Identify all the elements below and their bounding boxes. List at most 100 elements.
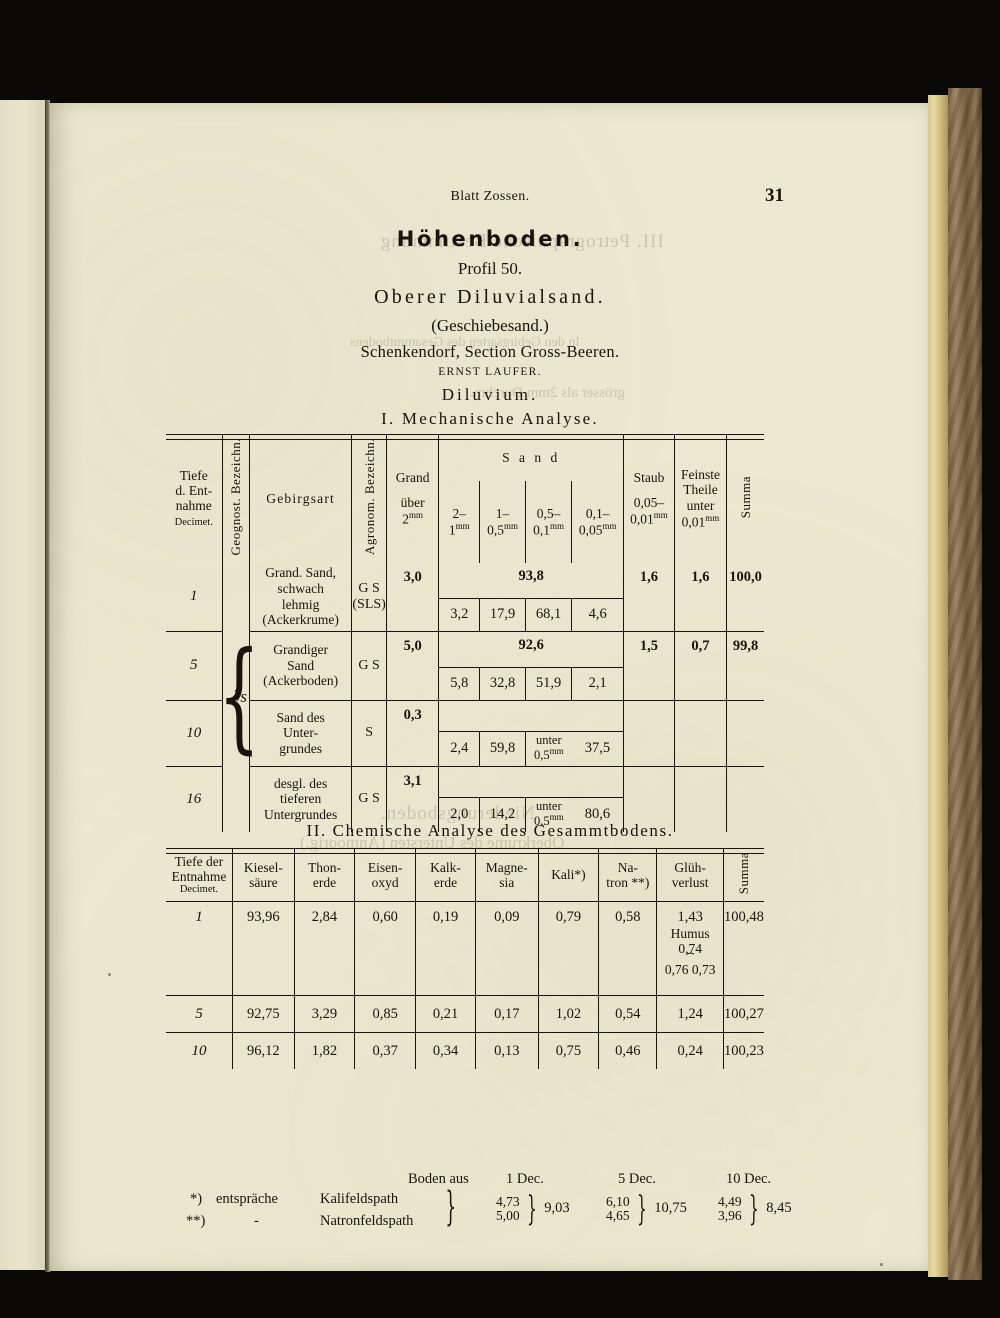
cell-sand-2-1mm: 2,4 <box>438 731 480 767</box>
col-header-potash: Kali*) <box>537 849 599 903</box>
cell-summa: 99,8 <box>726 631 764 701</box>
cell-silica: 93,96 <box>231 901 295 997</box>
cell-sand-1-05mm: 17,9 <box>479 598 526 632</box>
table-row: 1 93,96 2,84 0,60 0,19 0,09 0,79 0,58 1,… <box>166 901 764 997</box>
table-row-sand-fractions: 3,2 17,9 68,1 4,6 <box>166 598 764 632</box>
footnote-line-1: *) entspräche Kalifeldspath <box>166 1191 806 1213</box>
footnote-verb: entspräche <box>216 1191 278 1207</box>
cell-sand-under-05mm-value: 80,6 <box>584 806 611 823</box>
col-header-sand-01-005mm: 0,1– 0,05mm <box>571 481 624 563</box>
col-header-lime: Kalk- erde <box>415 849 476 903</box>
col-header-summa: Summa <box>722 849 764 903</box>
cell-sand-under-05mm-value: 37,5 <box>571 731 624 767</box>
footnote-mark-1: *) <box>190 1191 203 1207</box>
cell-summa: 100,48 <box>722 901 764 997</box>
running-head: Blatt Zossen. <box>450 189 530 204</box>
cell-finest <box>673 766 727 832</box>
humus-value: 0,74 <box>678 940 702 956</box>
cell-agronomic: G S <box>351 631 387 701</box>
feldspar-total-10dec: 8,45 <box>766 1200 792 1217</box>
locality-line: Schenkendorf, Section Gross-Beeren. <box>360 342 620 361</box>
cell-grand: 3,0 <box>385 562 439 632</box>
page-title: Höhenboden. <box>396 227 584 251</box>
cell-silica: 96,12 <box>231 1032 295 1070</box>
cell-magnesia: 0,17 <box>475 995 539 1034</box>
table-row: 5 Grandiger Sand (Ackerboden) G S 5,0 92… <box>166 631 764 701</box>
book-gutter <box>45 100 50 1272</box>
cell-alumina: 3,29 <box>293 995 355 1034</box>
feldspar-group-5dec: 6,10 4,65 } 10,75 <box>606 1188 687 1229</box>
section-heading-1: I. Mechanische Analyse. <box>381 409 599 428</box>
cell-potash: 1,02 <box>537 995 599 1034</box>
col-header-alumina: Thon- erde <box>293 849 355 903</box>
cell-rocktype: Grand. Sand, schwach lehmig (Ackerkrume) <box>249 562 352 632</box>
cell-sand-05-01mm: 51,9 <box>524 667 572 701</box>
cell-summa: 100,27 <box>722 995 764 1034</box>
table-row: 5 92,75 3,29 0,85 0,21 0,17 1,02 0,54 1,… <box>166 995 764 1034</box>
page-content: III. Petrographische Bestimmung In den G… <box>50 103 930 1271</box>
page-number: 31 <box>765 185 784 206</box>
cell-summa <box>726 700 764 767</box>
col-header-geognostic: Geognost. Bezeichn. <box>221 435 250 563</box>
table-row: 10 Sand des Unter- grundes S 0,3 <box>166 700 764 767</box>
cell-agronomic: G S (SLS) <box>351 562 387 632</box>
col-header-rocktype: Gebirgsart <box>249 435 352 563</box>
cell-sand-total: 92,6 <box>438 631 624 668</box>
cell-sand-under-05mm-label: unter 0,5mm <box>524 731 572 767</box>
book-board-edge <box>948 88 982 1280</box>
cell-sand-01-005mm: 4,6 <box>571 598 624 632</box>
cell-potash: 0,79 <box>537 901 599 997</box>
cell-sand-total: 93,8 <box>438 562 624 599</box>
cell-summa: 100,0 <box>726 562 764 632</box>
cell-grand: 3,1 <box>385 766 439 832</box>
cell-rocktype: desgl. des tieferen Untergrundes <box>249 766 352 832</box>
cell-grand: 0,3 <box>385 700 439 767</box>
cell-magnesia: 0,09 <box>475 901 539 997</box>
footnote-block: Boden aus 1 Dec. 5 Dec. 10 Dec. *) entsp… <box>166 1171 806 1235</box>
cell-alumina: 1,82 <box>293 1032 355 1070</box>
cell-sand-2-1mm: 2,0 <box>438 797 480 832</box>
table-row: 1 { ∂s Grand. Sand, schwach lehmig (Acke… <box>166 562 764 832</box>
system-label: Diluvium. <box>441 385 539 404</box>
cell-ironoxide: 0,37 <box>354 1032 416 1070</box>
cell-summa: 100,23 <box>722 1032 764 1070</box>
cell-agronomic: S <box>351 700 387 767</box>
feldspar-group-10dec: 4,49 3,96 } 8,45 <box>718 1188 792 1229</box>
cell-sand-1-05mm: 59,8 <box>479 731 526 767</box>
cell-ignitionloss: 0,24 <box>656 1032 724 1070</box>
cell-alumina: 2,84 <box>293 901 355 997</box>
formation-title: Oberer Diluvialsand. <box>374 286 606 308</box>
cell-ignitionloss: 1,43 Humus 0,74 ⏞ 0,76 0,73 <box>656 901 724 997</box>
cell-ironoxide: 0,60 <box>354 901 416 997</box>
col-header-sand-2-1mm: 2– 1mm <box>438 481 480 563</box>
cell-staub: 1,6 <box>623 562 675 632</box>
table-row: 10 96,12 1,82 0,37 0,34 0,13 0,75 0,46 0… <box>166 1032 764 1070</box>
boden-aus-label: Boden aus <box>408 1171 469 1187</box>
feldspar-total-1dec: 9,03 <box>544 1200 570 1217</box>
cell-finest <box>673 700 727 767</box>
cell-grand: 5,0 <box>385 631 439 701</box>
col-header-silica: Kiesel- säure <box>231 849 295 903</box>
facing-page-strip <box>0 100 46 1270</box>
cell-agronomic: G S <box>351 766 387 832</box>
overbrace-icon: ⏞ <box>687 951 694 966</box>
col-header-grand: Grand über 2mm <box>385 435 439 563</box>
page-edge-gilt <box>928 95 948 1277</box>
table1-header-row: Tiefe d. Ent- nahme Decimet. Geognost. B… <box>166 435 764 563</box>
cell-depth: 10 <box>166 700 223 767</box>
cell-soda: 0,54 <box>598 995 657 1034</box>
col-header-summa: Summa <box>726 435 764 563</box>
profile-label: Profil 50. <box>457 259 523 278</box>
cell-sand-2-1mm: 3,2 <box>438 598 480 632</box>
formation-subtitle: (Geschiebesand.) <box>431 316 549 335</box>
cell-rocktype: Sand des Unter- grundes <box>249 700 352 767</box>
cell-geognostic-brace: { ∂s <box>219 562 261 832</box>
table-row-sand-fractions: 2,0 14,2 unter 0,5mm 80,6 <box>166 797 764 832</box>
mechanical-analysis-table: Tiefe d. Ent- nahme Decimet. Geognost. B… <box>166 435 764 832</box>
footnote-line-2: **) - Natronfeldspath <box>166 1213 806 1235</box>
humus-pair: 0,76 0,73 <box>664 962 716 978</box>
dec-label-5: 5 Dec. <box>618 1171 656 1187</box>
col-header-sand-1-05mm: 1– 0,5mm <box>479 481 526 563</box>
feldspar-group-1dec: 4,73 5,00 } 9,03 <box>496 1188 570 1229</box>
